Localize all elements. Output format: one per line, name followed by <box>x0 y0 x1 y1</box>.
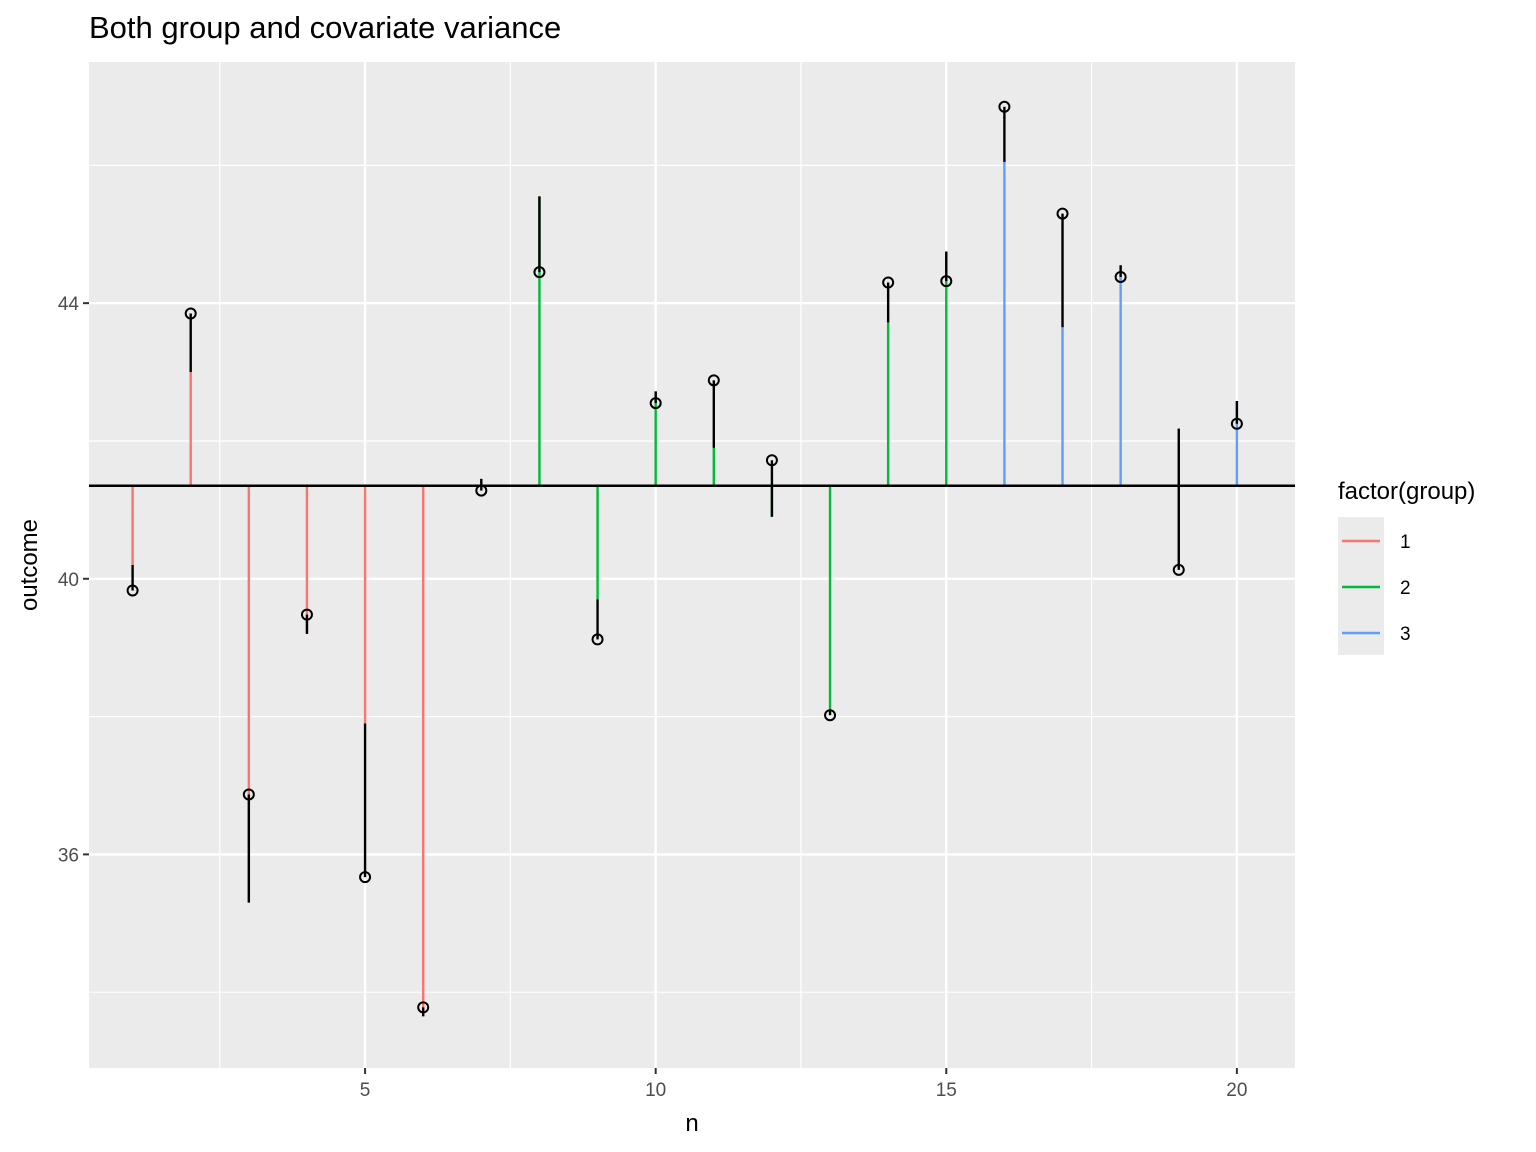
data-point <box>882 276 895 289</box>
plot-panel <box>89 62 1295 1068</box>
data-point <box>998 100 1011 113</box>
x-axis-title: n <box>685 1110 698 1137</box>
y-axis-title: outcome <box>16 519 43 611</box>
legend: factor(group) 1 2 3 <box>1338 478 1475 655</box>
grid-major <box>89 62 1295 1068</box>
legend-title: factor(group) <box>1338 478 1475 505</box>
y-tick-label: 36 <box>58 845 79 866</box>
data-point <box>533 266 546 279</box>
data-point <box>940 275 953 288</box>
grid-minor <box>89 62 1295 1068</box>
x-tick-label: 5 <box>360 1080 371 1101</box>
data-point <box>1056 207 1069 220</box>
legend-entries: 1 2 3 <box>1342 532 1411 645</box>
data-point <box>475 484 488 497</box>
data-point <box>591 633 604 646</box>
data-point <box>359 871 372 884</box>
y-tick-label: 44 <box>58 294 80 315</box>
data-point <box>1230 417 1243 430</box>
data-point <box>824 709 837 722</box>
x-tick-label: 15 <box>936 1080 957 1101</box>
x-tick-label: 10 <box>645 1080 666 1101</box>
x-tick-label: 20 <box>1226 1080 1247 1101</box>
data-point <box>184 307 197 320</box>
y-tick-label: 40 <box>58 570 79 591</box>
legend-label: 2 <box>1400 578 1411 599</box>
chart-title: Both group and covariate variance <box>89 10 561 45</box>
data-point <box>300 608 313 621</box>
data-point <box>417 1001 430 1014</box>
data-point <box>126 584 139 597</box>
data-point <box>1172 563 1185 576</box>
y-axis: 36 40 44 <box>58 294 89 866</box>
points-layer <box>126 100 1243 1014</box>
data-point <box>1114 270 1127 283</box>
data-point <box>649 397 662 410</box>
data-point <box>707 374 720 387</box>
data-point <box>765 454 778 467</box>
legend-label: 3 <box>1400 624 1411 645</box>
x-axis: 5 10 15 20 <box>360 1068 1247 1101</box>
legend-label: 1 <box>1400 532 1411 553</box>
data-point <box>242 788 255 801</box>
